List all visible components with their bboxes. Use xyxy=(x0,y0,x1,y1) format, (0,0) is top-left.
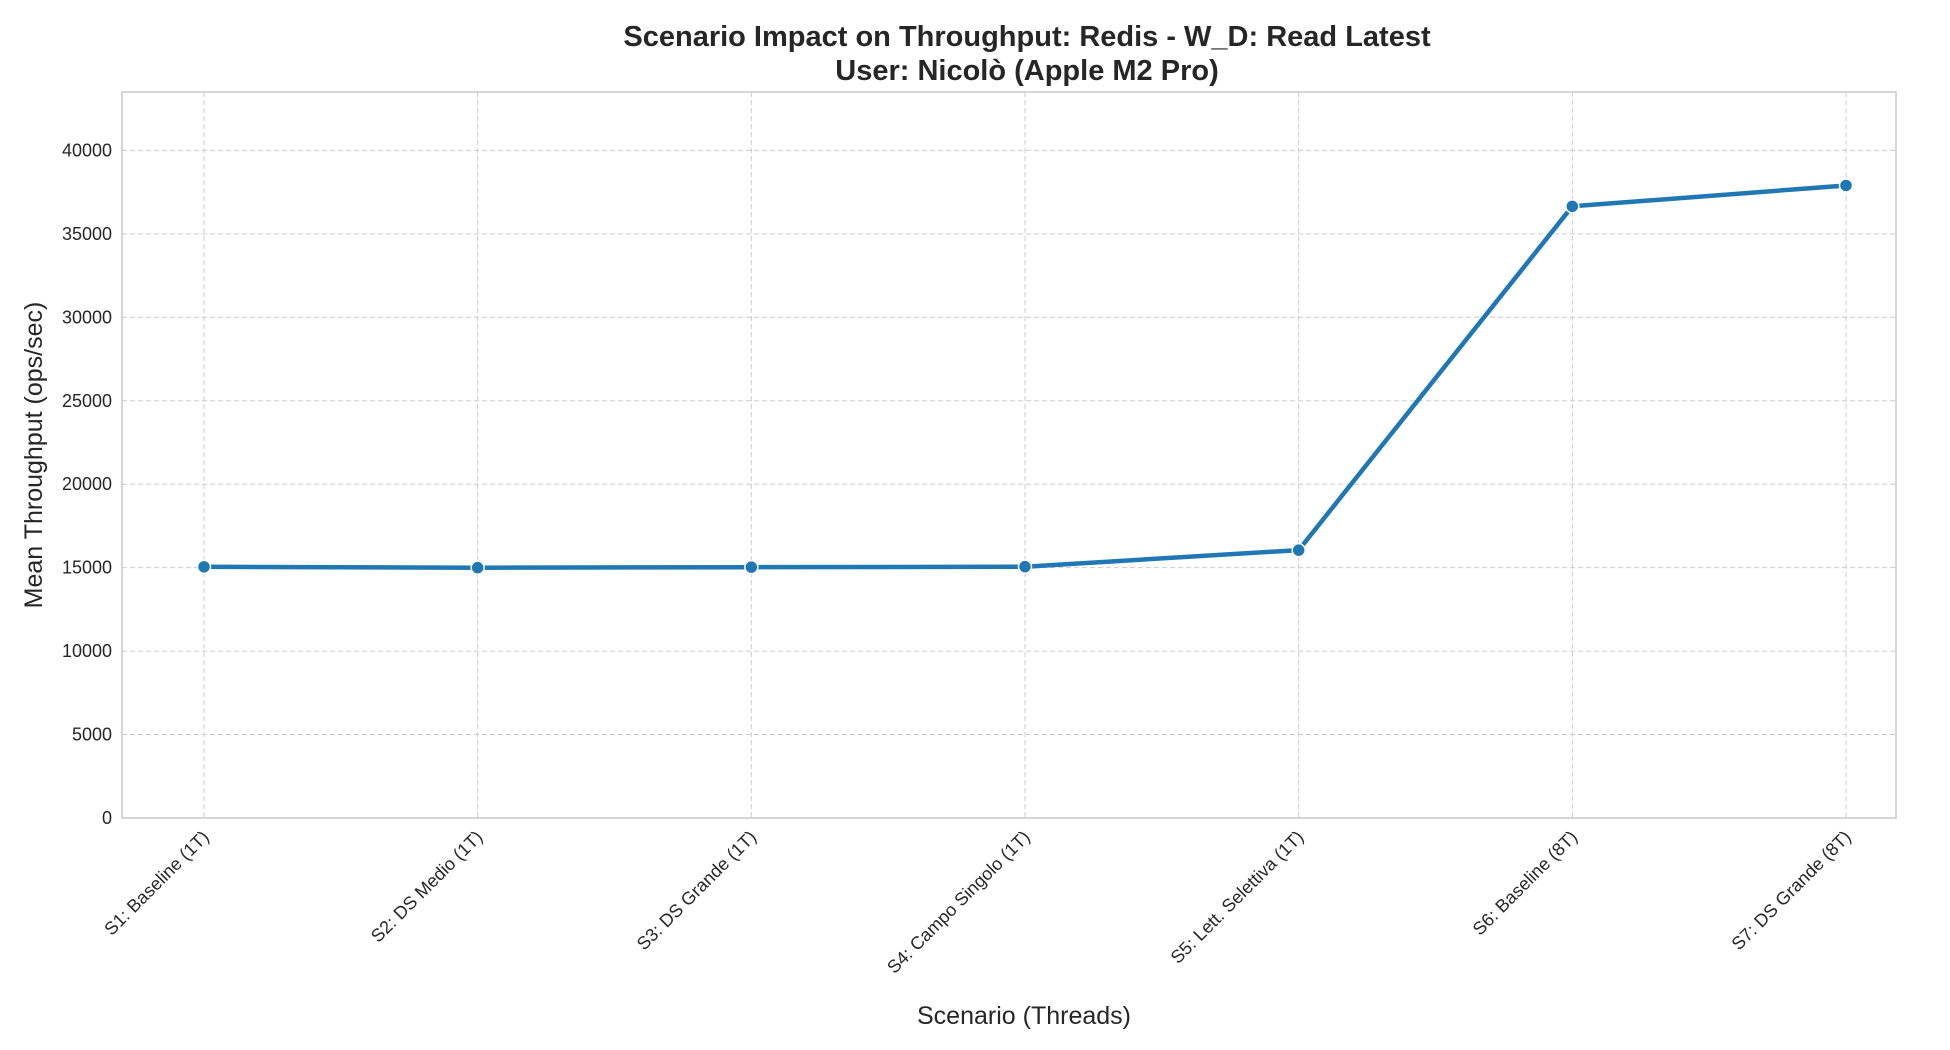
y-axis-label: Mean Throughput (ops/sec) xyxy=(20,302,48,609)
data-point xyxy=(1291,542,1306,558)
x-tick-layer: S1: Baseline (1T) S2: DS Medio (1T) S3: DS… xyxy=(100,827,1854,978)
data-point xyxy=(1838,178,1854,193)
x-tick-label: S2: DS Medio (1T) xyxy=(367,827,487,947)
data-point xyxy=(470,560,485,575)
x-tick-label: S5: Lett. Selettiva (1T) xyxy=(1167,827,1308,968)
x-tick-label: S4: Campo Singolo (1T) xyxy=(883,827,1034,978)
y-tick-label: 15000 xyxy=(62,558,112,578)
x-tick-label: S3: DS Grande (1T) xyxy=(633,827,760,954)
y-tick-label: 25000 xyxy=(62,391,112,411)
chart-subtitle: User: Nicolò (Apple M2 Pro) xyxy=(835,55,1219,87)
x-tick-label: S6: Baseline (8T) xyxy=(1469,827,1581,939)
chart-title: Scenario Impact on Throughput: Redis - W… xyxy=(623,21,1431,53)
y-tick-label: 35000 xyxy=(62,224,112,244)
x-tick-label: S7: DS Grande (8T) xyxy=(1728,827,1855,954)
y-tick-label: 0 xyxy=(102,808,112,828)
data-point xyxy=(744,559,759,575)
data-point xyxy=(196,559,212,575)
y-tick-layer: 0 5000 10000 15000 20000 25000 30000 35000 40000 xyxy=(62,140,112,828)
y-tick-label: 40000 xyxy=(62,140,112,160)
data-point xyxy=(1017,559,1033,574)
y-tick-label: 5000 xyxy=(72,725,112,745)
data-point xyxy=(1565,199,1580,214)
series-layer xyxy=(196,178,1854,575)
x-tick-label: S1: Baseline (1T) xyxy=(100,827,212,939)
y-tick-label: 20000 xyxy=(62,474,112,494)
plot-frame xyxy=(121,91,1897,819)
y-tick-label: 10000 xyxy=(62,641,112,661)
y-tick-label: 30000 xyxy=(62,307,112,327)
x-axis-label: Scenario (Threads) xyxy=(917,1002,1131,1030)
